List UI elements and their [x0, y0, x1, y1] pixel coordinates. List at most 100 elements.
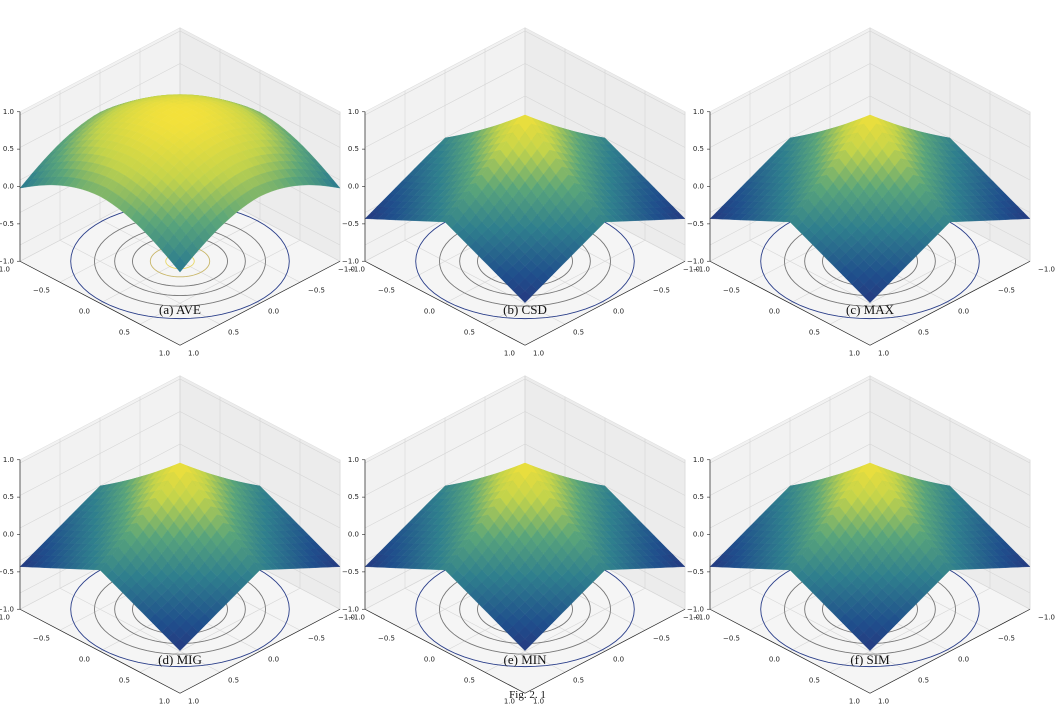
subplot-max: 1.0 0.5 0.0 −0.5 −1.0 −1.0 −0.5 0.0 0.5 1.0 −1.0 −0… — [683, 10, 1055, 357]
y-tick-label: −0.5 — [308, 634, 325, 642]
surface — [364, 114, 686, 303]
plot-mig: 1.00.50.0−0.5−1.0−1.0−0.50.00.51.0−1.0−0… — [0, 375, 365, 705]
plot-csd: 1.00.50.0−0.5−1.0−1.0−0.50.00.51.0−1.0−0… — [338, 27, 710, 357]
x-axis-line — [709, 608, 871, 694]
x-tick-label: −0.5 — [33, 634, 50, 642]
x-tick-label: −1.0 — [0, 613, 10, 621]
surface — [364, 462, 686, 651]
y-tick-label: −1.0 — [693, 613, 710, 621]
y-tick-label: 0.0 — [958, 655, 969, 663]
surface-facet — [173, 256, 187, 273]
surface — [709, 114, 1031, 303]
tick-labels: 1.00.50.0−0.5−1.0−1.0−0.50.00.51.0−1.0−0… — [683, 108, 1055, 358]
figure-caption-label: Fig. 2. — [509, 689, 538, 701]
y-tick-label: −0.5 — [998, 634, 1015, 642]
z-tick-label: 0.5 — [3, 493, 14, 501]
y-tick-label: 1.0 — [188, 697, 199, 705]
x-tick-label: −0.5 — [723, 286, 740, 294]
y-axis-line — [179, 608, 341, 694]
x-tick-label: 1.0 — [504, 697, 515, 705]
x-axis-line — [19, 608, 181, 694]
plot-max: 1.00.50.0−0.5−1.0−1.0−0.50.00.51.0−1.0−0… — [683, 27, 1055, 357]
z-tick-label: 0.5 — [3, 145, 14, 153]
x-tick-label: 0.0 — [769, 655, 780, 663]
y-tick-label: 0.0 — [613, 655, 624, 663]
z-tick-label: 0.5 — [693, 493, 704, 501]
z-tick-label: −1.0 — [0, 605, 14, 613]
z-tick-label: −1.0 — [342, 605, 359, 613]
z-tick-label: 0.0 — [693, 531, 704, 539]
z-tick-label: 0.0 — [348, 531, 359, 539]
y-tick-label: −0.5 — [308, 286, 325, 294]
x-axis-line — [709, 260, 871, 346]
y-tick-label: 0.0 — [268, 655, 279, 663]
y-tick-label: 1.0 — [533, 697, 544, 705]
figure-caption-text: 1 — [540, 689, 546, 701]
y-tick-label: 1.0 — [533, 349, 544, 357]
x-tick-label: −1.0 — [683, 613, 700, 621]
y-axis-line — [524, 608, 686, 694]
x-tick-label: 0.5 — [464, 328, 475, 336]
contour-4 — [94, 215, 266, 307]
surface-facet — [863, 638, 877, 651]
z-tick-label: −0.5 — [0, 220, 14, 228]
y-tick-label: 0.0 — [613, 307, 624, 315]
contour-5 — [70, 203, 290, 320]
caption-ave: (a) AVE — [158, 302, 201, 317]
plot-sim: 1.00.50.0−0.5−1.0−1.0−0.50.00.51.0−1.0−0… — [683, 375, 1055, 705]
z-tick-label: −1.0 — [687, 605, 704, 613]
y-tick-label: −1.0 — [1038, 265, 1055, 273]
y-axis-line — [524, 260, 686, 346]
x-tick-label: −1.0 — [683, 265, 700, 273]
y-tick-label: 0.0 — [268, 307, 279, 315]
x-tick-label: −0.5 — [378, 286, 395, 294]
x-tick-label: 1.0 — [849, 697, 860, 705]
x-tick-label: −0.5 — [378, 634, 395, 642]
caption-min: (e) MIN — [503, 652, 547, 667]
z-tick-label: −0.5 — [687, 220, 704, 228]
tick-labels: 1.00.50.0−0.5−1.0−1.0−0.50.00.51.0−1.0−0… — [0, 456, 365, 706]
x-tick-label: 0.5 — [119, 676, 130, 684]
z-tick-label: 1.0 — [348, 456, 359, 464]
caption-mig: (d) MIG — [158, 652, 202, 667]
contour-3 — [114, 226, 246, 297]
y-tick-label: 1.0 — [878, 349, 889, 357]
x-tick-label: 1.0 — [159, 349, 170, 357]
x-tick-label: 0.0 — [769, 307, 780, 315]
y-tick-label: 0.5 — [918, 676, 929, 684]
figure-caption: Fig. 2. 1 — [0, 689, 1055, 701]
caption-csd: (b) CSD — [503, 302, 547, 317]
tick-labels: 1.00.50.0−0.5−1.0−1.0−0.50.00.51.0−1.0−0… — [0, 108, 365, 358]
z-tick-label: 0.0 — [348, 183, 359, 191]
surface — [19, 94, 341, 273]
z-tick-label: 1.0 — [3, 108, 14, 116]
caption-max: (c) MAX — [845, 302, 894, 317]
z-tick-label: −1.0 — [0, 257, 14, 265]
subplot-mig: 1.00.50.0−0.5−1.0−1.0−0.50.00.51.0−1.0−0… — [0, 358, 365, 705]
subplot-min: 1.0 0.5 0.0 −0.5 −1.0 −1.0 −0.5 0.0 0.5 1.0 −1.0 −0… — [338, 358, 710, 705]
contour-2 — [132, 235, 228, 287]
z-tick-label: −0.5 — [687, 568, 704, 576]
plot-ave: 1.00.50.0−0.5−1.0−1.0−0.50.00.51.0−1.0−0… — [0, 27, 365, 357]
y-tick-label: 0.5 — [918, 328, 929, 336]
y-tick-label: −1.0 — [693, 265, 710, 273]
surface-facet — [518, 290, 532, 303]
z-tick-label: 0.0 — [693, 183, 704, 191]
z-tick-label: 0.5 — [348, 145, 359, 153]
y-tick-label: 0.5 — [573, 328, 584, 336]
z-tick-label: −0.5 — [0, 568, 14, 576]
x-tick-label: 0.5 — [464, 676, 475, 684]
x-tick-label: 0.5 — [809, 676, 820, 684]
y-tick-label: −0.5 — [653, 634, 670, 642]
z-tick-label: 1.0 — [3, 456, 14, 464]
z-tick-label: 0.5 — [348, 493, 359, 501]
tick-labels: 1.00.50.0−0.5−1.0−1.0−0.50.00.51.0−1.0−0… — [338, 108, 710, 358]
tick-labels: 1.00.50.0−0.5−1.0−1.0−0.50.00.51.0−1.0−0… — [338, 456, 710, 706]
z-tick-label: −1.0 — [687, 257, 704, 265]
contours — [70, 203, 290, 320]
y-axis-line — [869, 260, 1031, 346]
x-tick-label: −0.5 — [723, 634, 740, 642]
x-tick-label: 0.0 — [79, 307, 90, 315]
z-tick-label: −1.0 — [342, 257, 359, 265]
